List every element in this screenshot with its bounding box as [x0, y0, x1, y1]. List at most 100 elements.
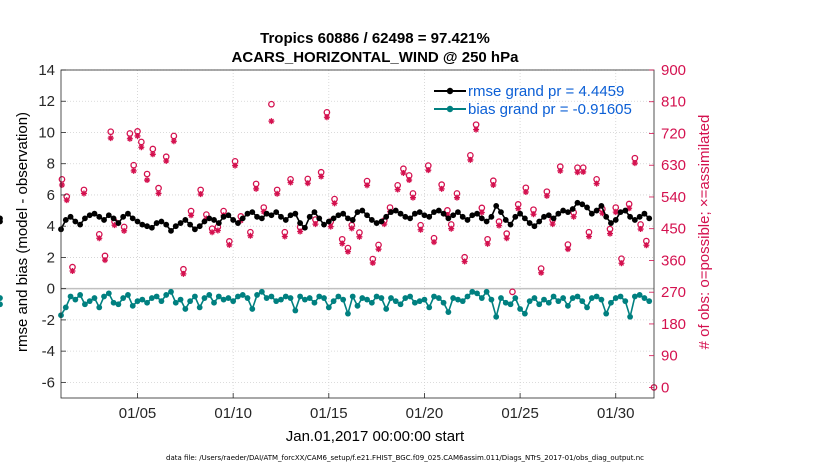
rmse-point: [340, 210, 347, 217]
rmse-point: [330, 215, 337, 222]
bias-point: [483, 288, 490, 295]
footer-data-file: data file: /Users/raeder/DAI/ATM_forcXX/…: [166, 454, 644, 462]
bias-point: [435, 295, 442, 301]
bias-point: [220, 296, 227, 303]
obs-assimilated-point: [327, 223, 334, 230]
y-right-tick-label: 0: [661, 379, 669, 396]
rmse-point: [225, 212, 232, 219]
bias-point: [105, 290, 112, 297]
obs-assimilated-point: [417, 226, 424, 233]
rmse-point: [531, 223, 538, 230]
bias-point: [273, 298, 280, 305]
obs-assimilated-point: [400, 169, 407, 176]
rmse-point: [311, 209, 318, 216]
bias-point: [244, 295, 251, 301]
bias-point: [416, 298, 423, 305]
y-tick-label: 2: [47, 249, 55, 266]
bias-point: [254, 292, 260, 298]
obs-assimilated-point: [612, 209, 619, 216]
bias-point: [364, 296, 370, 303]
bias-point: [77, 292, 84, 298]
bias-point: [627, 313, 633, 320]
obs-assimilated-point: [323, 114, 330, 121]
rmse-point: [206, 215, 213, 222]
bias-point: [478, 295, 485, 301]
obs-possible-point: [143, 170, 151, 178]
obs-assimilated-point: [637, 226, 644, 233]
bias-point: [617, 293, 624, 300]
bias-point: [622, 298, 629, 305]
rmse-point: [144, 223, 150, 230]
y-tick-label: -4: [42, 343, 55, 360]
rmse-point: [526, 220, 533, 226]
bias-point: [459, 298, 466, 305]
rmse-point: [110, 215, 117, 222]
x-tick-label: 01/05: [119, 405, 157, 422]
rmse-point: [588, 210, 595, 217]
bias-point: [168, 288, 174, 295]
obs-assimilated-point: [425, 167, 432, 174]
y-tick-label: 12: [38, 93, 55, 110]
rmse-point: [268, 212, 275, 219]
bias-point: [411, 299, 418, 306]
bias-point: [397, 301, 404, 308]
bias-point: [115, 301, 122, 308]
rmse-point: [67, 213, 74, 220]
rmse-point: [273, 209, 280, 216]
bias-point: [588, 295, 595, 301]
obs-possible-point: [268, 100, 275, 108]
obs-assimilated-point: [209, 229, 216, 236]
obs-assimilated-point: [268, 118, 275, 125]
y-tick-label: 8: [47, 156, 55, 173]
rmse-point: [397, 210, 404, 217]
rmse-point: [612, 217, 619, 223]
rmse-point: [521, 215, 528, 222]
grid: [61, 69, 654, 398]
rmse-point: [388, 209, 394, 216]
rmse-point: [426, 213, 433, 220]
obs-possible-point: [252, 180, 260, 188]
rmse-point: [349, 217, 356, 223]
rmse-point: [163, 221, 170, 228]
y-right-tick-label: 810: [661, 94, 686, 111]
rmse-point: [598, 202, 605, 209]
rmse-point: [478, 215, 485, 222]
bias-point: [144, 299, 150, 306]
rmse-point: [373, 220, 380, 226]
rmse-point: [82, 215, 88, 222]
rmse-point: [325, 218, 332, 225]
bias-point: [612, 295, 619, 301]
rmse-point: [239, 215, 246, 222]
y-tick-label: 10: [38, 124, 55, 141]
obs-assimilated-point: [467, 156, 474, 163]
rmse-point: [636, 213, 643, 220]
y-right-tick-label: 90: [661, 348, 678, 365]
rmse-point: [378, 218, 385, 225]
rmse-point: [416, 209, 423, 216]
y-right-tick-label: 630: [661, 157, 686, 174]
bias-point: [593, 293, 600, 300]
obs-assimilated-point: [438, 185, 445, 192]
bias-point: [301, 296, 308, 303]
rmse-point: [230, 217, 237, 223]
obs-assimilated-point: [478, 209, 485, 216]
rmse-point: [125, 210, 131, 217]
bias-point: [101, 293, 107, 300]
rmse-point: [105, 212, 112, 219]
obs-assimilated-point: [318, 173, 325, 180]
rmse-point: [392, 207, 399, 214]
chart-title-line1: Tropics 60886 / 62498 = 97.421%: [260, 30, 490, 47]
obs-possible-point: [107, 128, 115, 136]
rmse-point: [354, 209, 361, 216]
bias-point: [368, 299, 375, 306]
rmse-point: [565, 209, 571, 216]
rmse-point: [445, 215, 452, 222]
rmse-point: [235, 220, 241, 226]
obs-assimilated-point: [394, 186, 401, 193]
bias-point: [440, 299, 447, 306]
rmse-point: [493, 202, 500, 209]
obs-assimilated-point: [226, 241, 233, 248]
bias-point: [565, 302, 571, 309]
bias-point: [192, 293, 198, 300]
obs-assimilated-point: [570, 213, 577, 220]
